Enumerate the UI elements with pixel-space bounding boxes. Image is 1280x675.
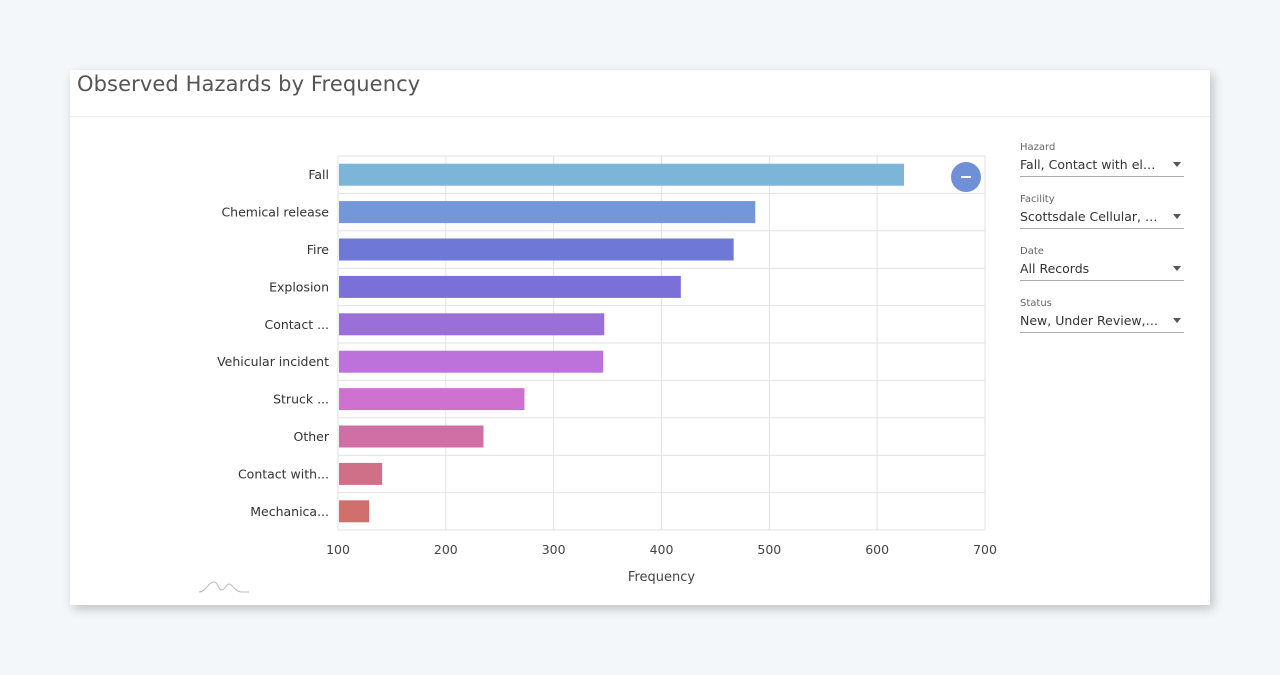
- filter-label: Facility: [1020, 194, 1055, 205]
- category-label: Explosion: [269, 279, 329, 294]
- category-label: Mechanica...: [250, 504, 329, 519]
- category-label: Contact ...: [264, 317, 329, 332]
- x-tick-label: 200: [434, 542, 458, 557]
- x-tick-label: 300: [542, 542, 566, 557]
- x-tick-label: 700: [973, 542, 997, 557]
- filter-label: Hazard: [1020, 142, 1056, 153]
- bar[interactable]: [339, 462, 383, 485]
- filter-date: Date All Records: [1020, 246, 1184, 298]
- chart-card: Observed Hazards by Frequency Fall Chemic…: [70, 70, 1210, 605]
- category-label: Other: [294, 429, 330, 444]
- dropdown-arrow-icon: [1173, 214, 1181, 219]
- category-label: Vehicular incident: [217, 354, 329, 369]
- facility-select[interactable]: Scottsdale Cellular, Tem...: [1020, 209, 1184, 229]
- card-header: Observed Hazards by Frequency: [70, 70, 1210, 117]
- filter-label: Status: [1020, 298, 1052, 309]
- x-axis-title: Frequency: [628, 570, 695, 585]
- dropdown-arrow-icon: [1173, 266, 1181, 271]
- category-label: Struck ...: [273, 392, 329, 407]
- category-label: Fall: [308, 167, 329, 182]
- filter-label: Date: [1020, 246, 1044, 257]
- date-select[interactable]: All Records: [1020, 261, 1184, 281]
- bar[interactable]: [339, 350, 604, 373]
- x-tick-label: 500: [757, 542, 781, 557]
- category-label: Fire: [307, 242, 330, 257]
- status-select[interactable]: New, Under Review, Clos...: [1020, 313, 1184, 333]
- bar[interactable]: [339, 313, 605, 336]
- bar-chart: Fall Chemical release Fire Explosion Contact…: [217, 155, 997, 585]
- bar[interactable]: [339, 425, 484, 448]
- chart-title: Observed Hazards by Frequency: [77, 72, 421, 96]
- bar[interactable]: [339, 275, 681, 298]
- category-label: Chemical release: [221, 205, 329, 220]
- x-tick-label: 400: [650, 542, 674, 557]
- filter-facility: Facility Scottsdale Cellular, Tem...: [1020, 194, 1184, 246]
- bar[interactable]: [339, 201, 756, 224]
- hazard-select[interactable]: Fall, Contact with electri...: [1020, 157, 1184, 177]
- category-label: Contact with...: [238, 466, 329, 481]
- bar[interactable]: [339, 163, 905, 186]
- filter-value: Scottsdale Cellular, Tem...: [1020, 209, 1162, 224]
- filter-value: All Records: [1020, 261, 1090, 276]
- filter-value: Fall, Contact with electri...: [1020, 157, 1162, 172]
- minus-icon: [961, 176, 971, 178]
- dropdown-arrow-icon: [1173, 318, 1181, 323]
- filter-hazard: Hazard Fall, Contact with electri...: [1020, 142, 1184, 194]
- filter-value: New, Under Review, Clos...: [1020, 313, 1162, 328]
- x-tick-label: 600: [865, 542, 889, 557]
- x-tick-label: 100: [326, 542, 350, 557]
- brand-logo-icon: [198, 581, 249, 593]
- filter-panel: Hazard Fall, Contact with electri... Fac…: [1020, 142, 1184, 350]
- dropdown-arrow-icon: [1173, 162, 1181, 167]
- collapse-button[interactable]: [951, 162, 981, 192]
- bar[interactable]: [339, 388, 525, 411]
- bar[interactable]: [339, 238, 734, 261]
- bar[interactable]: [339, 500, 370, 523]
- filter-status: Status New, Under Review, Clos...: [1020, 298, 1184, 350]
